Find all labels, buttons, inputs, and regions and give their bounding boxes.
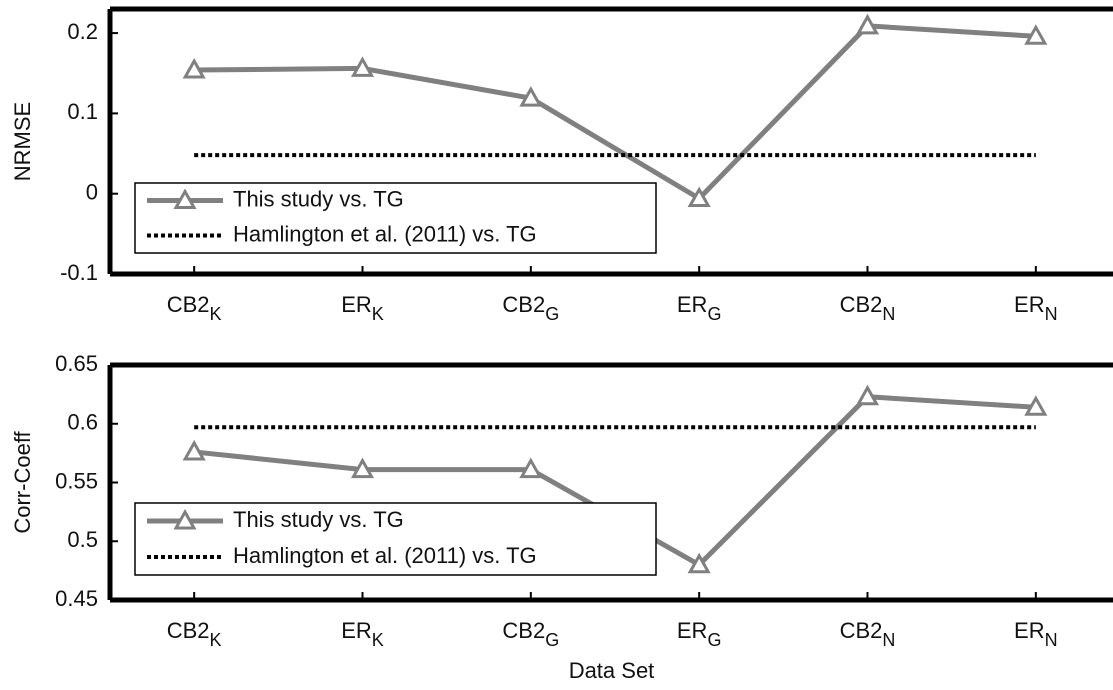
x-tick-label: CB2G xyxy=(502,292,559,324)
category-name: ER xyxy=(341,292,372,317)
x-tick-label: CB2G xyxy=(502,618,559,650)
category-name: CB2 xyxy=(502,292,545,317)
category-name: ER xyxy=(677,618,708,643)
category-subscript: N xyxy=(1045,304,1058,324)
y-axis-label: NRMSE xyxy=(10,102,35,181)
marker xyxy=(519,457,543,479)
category-subscript: K xyxy=(372,304,384,324)
category-subscript: N xyxy=(882,304,895,324)
legend-box xyxy=(134,182,657,254)
legend-marker xyxy=(173,508,197,530)
x-tick-label: CB2N xyxy=(840,618,896,650)
category-subscript: G xyxy=(707,304,721,324)
category-name: ER xyxy=(1014,292,1045,317)
x-tick-label: CB2K xyxy=(167,618,222,650)
category-name: ER xyxy=(1014,618,1045,643)
x-tick-label: CB2K xyxy=(167,292,222,324)
category-subscript: K xyxy=(372,630,384,650)
y-tick-label: 0.2 xyxy=(67,19,98,44)
category-name: CB2 xyxy=(167,292,210,317)
marker xyxy=(687,552,711,574)
y-tick-label: 0 xyxy=(86,180,98,205)
legend-label: Hamlington et al. (2011) vs. TG xyxy=(233,543,537,568)
category-name: CB2 xyxy=(167,618,210,643)
legend-label: This study vs. TG xyxy=(233,507,404,532)
y-tick-label: 0.5 xyxy=(67,527,98,552)
marker xyxy=(855,13,880,35)
y-tick-label: 0.6 xyxy=(67,410,98,435)
category-name: CB2 xyxy=(840,618,883,643)
x-tick-label: CB2N xyxy=(840,292,896,324)
x-tick-label: ERG xyxy=(677,618,722,650)
category-subscript: N xyxy=(1045,630,1058,650)
y-tick-label: 0.55 xyxy=(55,468,98,493)
marker xyxy=(350,56,375,77)
x-tick-label: ERK xyxy=(341,618,384,650)
legend-label: This study vs. TG xyxy=(233,186,404,211)
category-subscript: G xyxy=(707,630,721,650)
category-name: ER xyxy=(341,618,372,643)
category-subscript: G xyxy=(545,630,559,650)
category-name: ER xyxy=(677,292,708,317)
category-subscript: N xyxy=(882,630,895,650)
y-axis-label: Corr-Coeff xyxy=(10,430,35,533)
marker xyxy=(1024,395,1048,416)
marker xyxy=(1024,24,1048,45)
category-subscript: K xyxy=(210,630,222,650)
x-tick-label: ERG xyxy=(677,292,722,324)
marker xyxy=(519,86,543,107)
category-subscript: G xyxy=(545,304,559,324)
x-tick-label: ERK xyxy=(341,292,384,324)
x-axis-label: Data Set xyxy=(569,658,655,683)
marker xyxy=(855,384,880,406)
y-tick-label: 0.45 xyxy=(55,586,98,611)
y-tick-label: -0.1 xyxy=(60,260,98,285)
x-tick-label: ERN xyxy=(1014,292,1058,324)
category-name: CB2 xyxy=(840,292,883,317)
x-tick-label: ERN xyxy=(1014,618,1058,650)
category-name: CB2 xyxy=(502,618,545,643)
legend-label: Hamlington et al. (2011) vs. TG xyxy=(233,221,537,246)
marker xyxy=(687,186,711,208)
series-line xyxy=(194,23,1036,202)
marker xyxy=(182,57,206,79)
marker xyxy=(350,457,375,479)
y-tick-label: 0.65 xyxy=(55,351,98,376)
marker xyxy=(182,439,206,461)
legend-marker xyxy=(173,188,197,209)
category-subscript: K xyxy=(210,304,222,324)
legend-box xyxy=(134,502,657,576)
y-tick-label: 0.1 xyxy=(67,99,98,124)
